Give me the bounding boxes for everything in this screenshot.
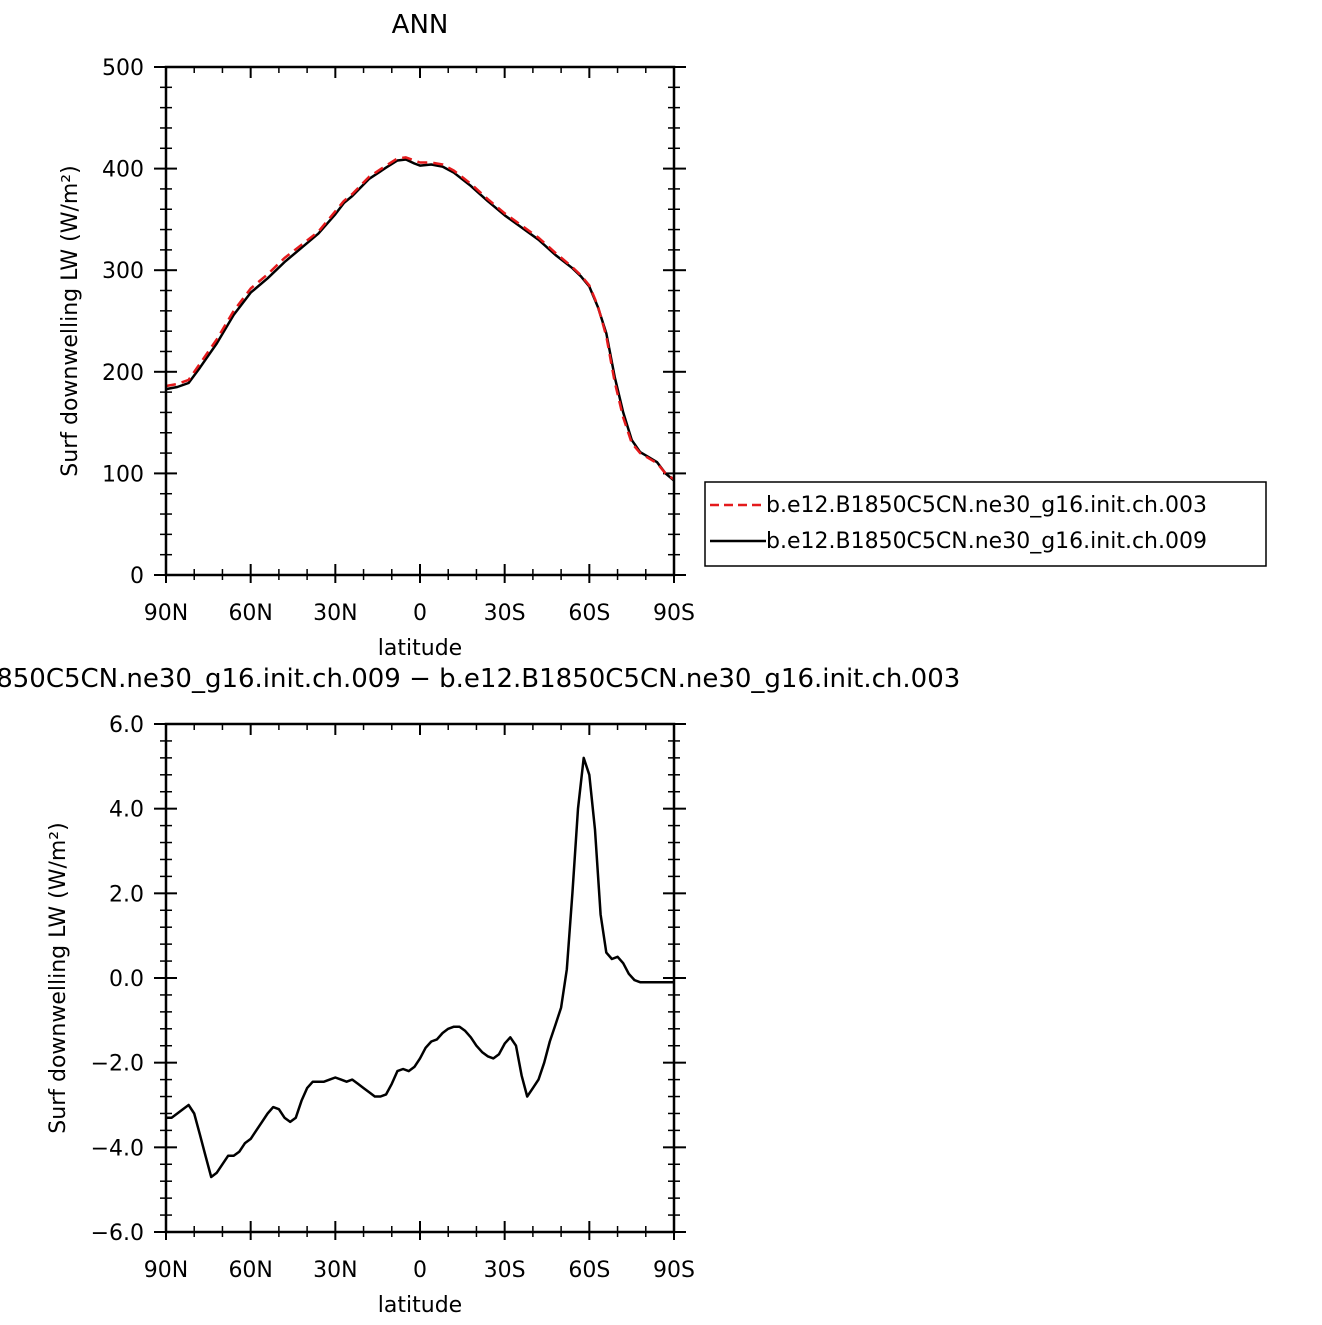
x-tick-label: 30N xyxy=(313,1258,357,1283)
legend-entry: b.e12.B1850C5CN.ne30_g16.init.ch.003 xyxy=(766,493,1207,518)
legend-box xyxy=(704,481,1267,567)
y-tick-label: 100 xyxy=(102,462,144,487)
x-tick-label: 90S xyxy=(653,1258,695,1283)
x-tick-label: 30S xyxy=(484,1258,526,1283)
y-tick-label: 200 xyxy=(102,361,144,386)
y-tick-label: 0 xyxy=(130,564,144,589)
x-tick-label: 30S xyxy=(484,601,526,626)
x-tick-label: 30N xyxy=(313,601,357,626)
legend: b.e12.B1850C5CN.ne30_g16.init.ch.003 b.e… xyxy=(704,481,1267,567)
y-tick-label: −4.0 xyxy=(91,1136,144,1161)
y-tick-label: 400 xyxy=(102,158,144,183)
y-tick-label: 2.0 xyxy=(109,882,144,907)
series-line-009 xyxy=(165,158,675,482)
legend-entry: b.e12.B1850C5CN.ne30_g16.init.ch.009 xyxy=(766,529,1207,554)
x-tick-label: 60S xyxy=(568,601,610,626)
panel-mean: ANN Surf downwelling LW (W/m²) latitude … xyxy=(58,10,695,661)
y-tick-label: 6.0 xyxy=(109,713,144,738)
panel-difference: b.e12.B1850C5CN.ne30_g16.init.ch.009 − b… xyxy=(0,664,960,1318)
y-tick-label: 4.0 xyxy=(109,798,144,823)
plot-frame xyxy=(164,65,676,577)
y-tick-label: 500 xyxy=(102,56,144,81)
x-tick-label: 60N xyxy=(228,601,272,626)
x-axis-label: latitude xyxy=(378,1293,462,1318)
difference-title: b.e12.B1850C5CN.ne30_g16.init.ch.009 − b… xyxy=(0,664,960,694)
x-tick-label: 90N xyxy=(144,601,188,626)
y-tick-label: −2.0 xyxy=(91,1052,144,1077)
x-tick-label: 60N xyxy=(228,1258,272,1283)
plot-lines xyxy=(165,156,675,482)
axis-ticks: 90N 60N 30N 0 30S 60S 90S −6.0 −4.0 −2.0 0.0 2.0 4.0… xyxy=(91,713,695,1283)
axis-ticks: 90N 60N 30N 0 30S 60S 90S 0 100 200 300 400 500 xyxy=(102,56,695,626)
plot-frame xyxy=(164,722,676,1234)
plot-lines xyxy=(166,756,674,1179)
x-tick-label: 90N xyxy=(144,1258,188,1283)
y-tick-label: −6.0 xyxy=(91,1221,144,1246)
series-line-009 xyxy=(166,756,674,1179)
y-axis-label: Surf downwelling LW (W/m²) xyxy=(46,822,71,1133)
chart-title: ANN xyxy=(392,10,449,40)
x-tick-label: 60S xyxy=(568,1258,610,1283)
y-tick-label: 300 xyxy=(102,259,144,284)
y-tick-label: 0.0 xyxy=(109,967,144,992)
x-tick-label: 0 xyxy=(413,1258,427,1283)
y-axis-label: Surf downwelling LW (W/m²) xyxy=(58,165,83,476)
x-tick-label: 90S xyxy=(653,601,695,626)
series-line-003 xyxy=(165,156,675,481)
x-tick-label: 0 xyxy=(413,601,427,626)
x-axis-label: latitude xyxy=(378,636,462,661)
